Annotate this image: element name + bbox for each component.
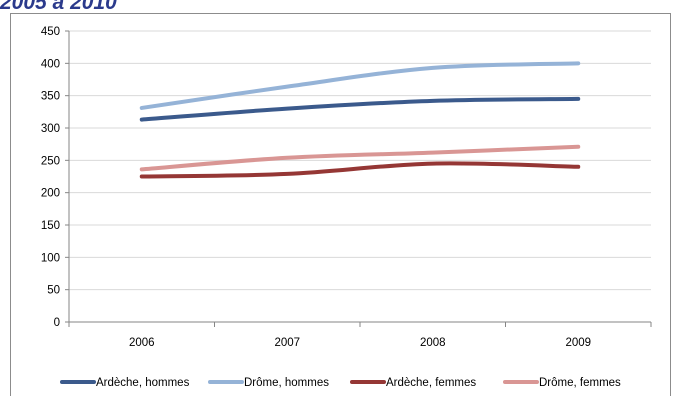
- y-tick-label: 350: [41, 91, 60, 103]
- y-tick-label: 200: [41, 188, 60, 200]
- y-tick-label: 150: [41, 220, 60, 232]
- legend-label: Ardèche, hommes: [96, 377, 190, 389]
- y-tick-label: 300: [41, 123, 60, 135]
- x-tick-label: 2007: [274, 337, 300, 349]
- legend: Ardèche, hommes Drôme, hommes Ardèche, fem…: [60, 377, 621, 389]
- y-tick-label: 50: [47, 285, 60, 297]
- series-lines: [139, 61, 581, 179]
- page-title: 2005 à 2010: [0, 0, 117, 14]
- x-axis: 2006 2007 2008 2009: [68, 321, 652, 349]
- legend-label: Drôme, femmes: [539, 377, 621, 389]
- legend-label: Drôme, hommes: [244, 377, 329, 389]
- series-line-0: [139, 96, 581, 122]
- series-line-3: [139, 144, 581, 172]
- chart-frame: [10, 13, 671, 396]
- y-tick-label: 250: [41, 155, 60, 167]
- x-tick-label: 2006: [129, 337, 155, 349]
- y-tick-label: 100: [41, 252, 60, 264]
- series-line-2: [139, 161, 581, 179]
- y-tick-label: 400: [41, 58, 60, 70]
- y-axis: 0 50 100 150 200 250 300 350 400 450: [41, 26, 70, 329]
- x-tick-label: 2008: [420, 337, 446, 349]
- x-tick-label: 2009: [565, 337, 591, 349]
- y-tick-label: 450: [41, 26, 60, 38]
- series-line-1: [139, 61, 581, 110]
- gridlines: [69, 30, 651, 291]
- y-tick-label: 0: [54, 317, 60, 329]
- legend-label: Ardèche, femmes: [386, 377, 476, 389]
